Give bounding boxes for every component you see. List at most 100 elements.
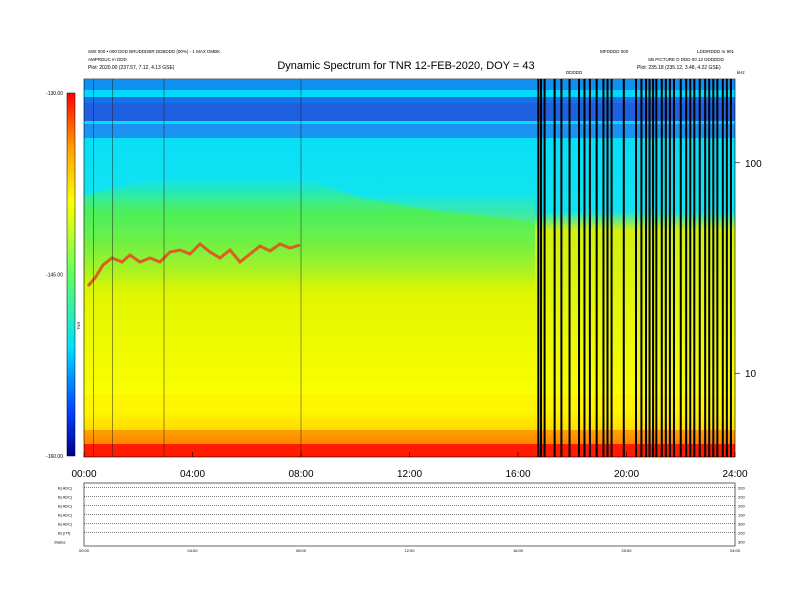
x-tick-label: 16:00 — [505, 469, 530, 480]
x-tick-label: 08:00 — [288, 469, 313, 480]
lower-panel-value: 200 — [738, 486, 745, 491]
blue-stripe-3 — [84, 103, 735, 121]
data-gap-line — [689, 79, 692, 457]
data-gap-line — [698, 79, 701, 457]
y-tick-label: 100 — [745, 159, 762, 170]
chart-title: Dynamic Spectrum for TNR 12-FEB-2020, DO… — [277, 60, 534, 72]
data-gap-line — [606, 79, 609, 457]
x-tick-label: 20:00 — [614, 469, 639, 480]
lower-x-tick-label: 12:00 — [404, 548, 415, 553]
red-base — [84, 444, 735, 457]
data-gap-line — [578, 79, 581, 457]
data-gap-line — [645, 79, 648, 457]
header-left-line3: Plot: 2020.00 (237.57, 7.12, 4.13 GSE) — [88, 65, 175, 71]
data-gap-line — [640, 79, 643, 457]
header-right-line2: SB PICTURE D DDD 00 12 DDDDDD — [648, 57, 725, 62]
header-right-top: LDDIRDDD m 901 — [697, 49, 735, 54]
lower-x-ticks: 00:00 04:00 08:00 12:00 16:00 20:00 24:00 — [79, 548, 741, 553]
lower-panel-frame — [83, 482, 736, 547]
data-gaps — [537, 79, 732, 457]
data-gap-line — [537, 79, 540, 457]
header-left-line1: SWI 000 • 000 DDD BRUDDDBR DDBDDD (00%) … — [88, 49, 220, 54]
data-gap-line — [588, 79, 591, 457]
data-gap-line — [679, 79, 682, 457]
lower-panel-value: 300 — [738, 522, 745, 527]
data-gap-line — [668, 79, 671, 457]
data-gap-line — [610, 79, 613, 457]
header-right-line3: Plot: 235.18 (235.12, 3.48, 4.22 GSE) — [637, 65, 721, 71]
orange-base — [84, 430, 735, 444]
lower-x-tick-label: 08:00 — [296, 548, 307, 553]
lower-panel-label: B| ADC| — [58, 513, 72, 518]
data-gap-line — [693, 79, 696, 457]
emission-line — [86, 241, 301, 287]
blue-stripe-2 — [84, 97, 735, 103]
data-gap-line — [685, 79, 688, 457]
data-gap-line — [716, 79, 719, 457]
lower-x-tick-label: 00:00 — [79, 548, 90, 553]
yellow-lower-band — [84, 395, 735, 430]
x-tick-label: 04:00 — [180, 469, 205, 480]
data-gap-line — [704, 79, 707, 457]
data-gap-line — [712, 79, 715, 457]
data-gap-line — [660, 79, 663, 457]
data-gap-line — [729, 79, 732, 457]
data-gap-line — [708, 79, 711, 457]
lower-x-tick-label: 04:00 — [187, 548, 198, 553]
lower-panels: B| ADC| 200 B| ADC| 200 B| ADC| 200 B| ADC| 100… — [54, 482, 745, 553]
lower-panel-label: Status — [54, 540, 65, 545]
data-gap-line — [664, 79, 667, 457]
blue-stripe-1 — [84, 80, 735, 90]
lower-panel-label: B| ADC| — [58, 504, 72, 509]
spectrogram — [84, 79, 735, 457]
lower-x-tick-label: 20:00 — [621, 548, 632, 553]
y-tick-label: 10 — [745, 369, 757, 380]
y-right-axis-ticks: 100 10 — [735, 159, 762, 380]
unit-tag: kHz — [737, 70, 745, 75]
lower-panel-label: B| ADC| — [58, 522, 72, 527]
colorbar-label: TNR — [76, 322, 81, 330]
lower-x-tick-label: 16:00 — [513, 548, 524, 553]
lower-panel-value: 100 — [738, 513, 745, 518]
vertical-lines — [93, 79, 302, 457]
x-axis-ticks: 00:00 04:00 08:00 12:00 16:00 20:00 24:00 — [71, 452, 748, 480]
data-gap-line — [634, 79, 637, 457]
data-gap-line — [648, 79, 651, 457]
data-gap-line — [652, 79, 655, 457]
data-gap-line — [721, 79, 724, 457]
lower-panel-rows: B| ADC| 200 B| ADC| 200 B| ADC| 200 B| ADC| 100… — [54, 486, 745, 545]
data-gap-line — [672, 79, 675, 457]
green-band — [84, 176, 535, 300]
blue-stripe-4 — [84, 124, 735, 138]
data-gap-line — [622, 79, 625, 457]
lower-panel-value: 300 — [738, 540, 745, 545]
data-gap-line — [725, 79, 728, 457]
data-gap-line — [583, 79, 586, 457]
lower-panel-value: 200 — [738, 504, 745, 509]
data-gap-line — [602, 79, 605, 457]
data-gap-line — [655, 79, 658, 457]
data-gap-line — [568, 79, 571, 457]
lower-panel-label: B| ADC| — [58, 495, 72, 500]
lower-panel-value: 200 — [738, 531, 745, 536]
colorbar-ticks: -130.00 -145.00 -160.00 — [46, 91, 63, 460]
lower-panel-value: 200 — [738, 495, 745, 500]
lower-x-tick-label: 24:00 — [730, 548, 741, 553]
data-gap-line — [595, 79, 598, 457]
data-gap-line — [553, 79, 556, 457]
colorbar — [66, 92, 76, 457]
x-tick-label: 12:00 — [397, 469, 422, 480]
header-right-line1: MFDDDD 000 — [600, 49, 629, 54]
lower-panel-label: B| (rTf) — [58, 531, 71, 536]
data-gap-line — [560, 79, 563, 457]
x-tick-label: 00:00 — [71, 469, 96, 480]
colorbar-tick-label: -130.00 — [46, 91, 63, 97]
data-gap-line — [543, 79, 546, 457]
data-gap-line — [540, 79, 543, 457]
gap-marker-label: DDDDD — [566, 70, 583, 75]
header-left-line2: AMPRDUC m DDD — [88, 57, 127, 62]
lower-panel-label: B| ADC| — [58, 486, 72, 491]
colorbar-tick-label: -145.00 — [46, 273, 63, 279]
colorbar-tick-label: -160.00 — [46, 454, 63, 460]
